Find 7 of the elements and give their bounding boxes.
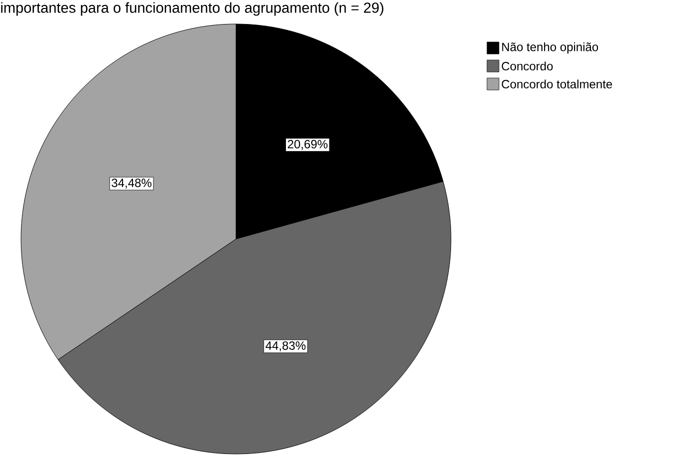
legend-label: Não tenho opinião	[502, 42, 598, 54]
chart-title: importantes para o funcionamento do agrupamento (n = 29)	[1, 2, 384, 16]
legend-label: Concordo totalmente	[502, 80, 612, 88]
data-label: 44,83%	[266, 341, 306, 352]
data-label: 34,48%	[112, 178, 152, 189]
data-label: 20,69%	[288, 140, 328, 150]
legend-label: Concordo	[502, 62, 553, 70]
